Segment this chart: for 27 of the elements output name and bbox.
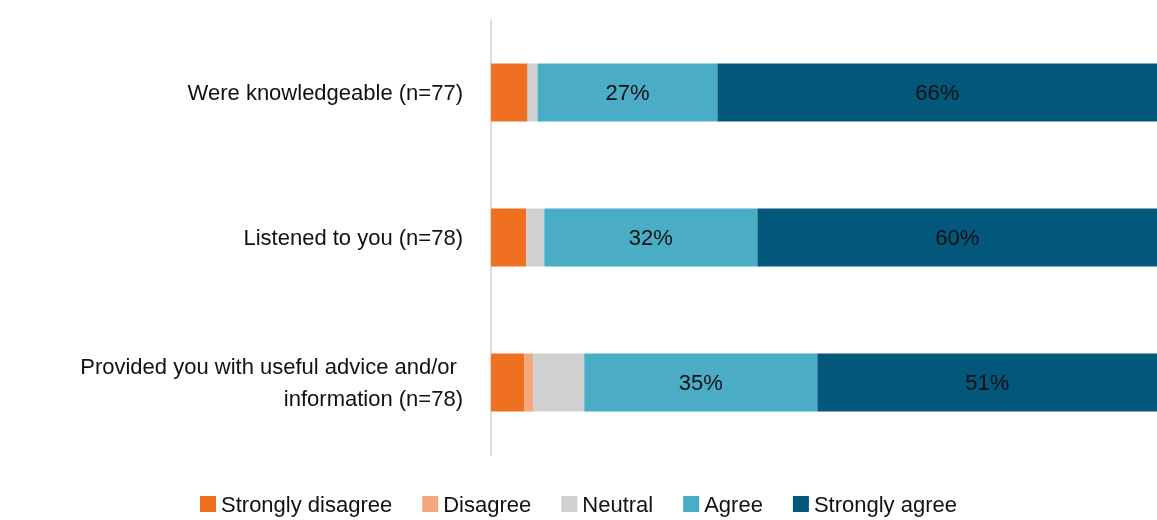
legend-label: Strongly disagree <box>221 491 393 517</box>
bar <box>524 353 533 412</box>
bar <box>491 353 525 412</box>
data-label: 60% <box>935 225 980 250</box>
data-label: 32% <box>628 225 673 250</box>
bar <box>527 63 538 122</box>
y-tick-label: Listened to you (n=78) <box>243 225 463 250</box>
legend-label: Strongly agree <box>813 491 957 517</box>
bar <box>526 208 545 267</box>
bar <box>537 63 718 122</box>
data-label: 66% <box>915 80 960 105</box>
legend-label: Disagree <box>443 491 532 517</box>
bar <box>491 208 527 267</box>
data-label: 27% <box>605 80 650 105</box>
bar <box>544 208 758 267</box>
bar <box>491 63 528 122</box>
data-label: 35% <box>678 370 723 395</box>
bar <box>757 208 1157 267</box>
y-tick-label: Were knowledgeable (n=77) <box>187 80 463 105</box>
bar <box>532 353 585 412</box>
legend-label: Neutral <box>582 491 654 517</box>
bar <box>817 353 1157 412</box>
data-label: 51% <box>965 370 1010 395</box>
legend-label: Agree <box>704 491 763 517</box>
y-tick-label: Provided you with useful advice and/or information (n=78) <box>80 354 463 411</box>
bar <box>717 63 1157 122</box>
bar <box>584 353 818 412</box>
